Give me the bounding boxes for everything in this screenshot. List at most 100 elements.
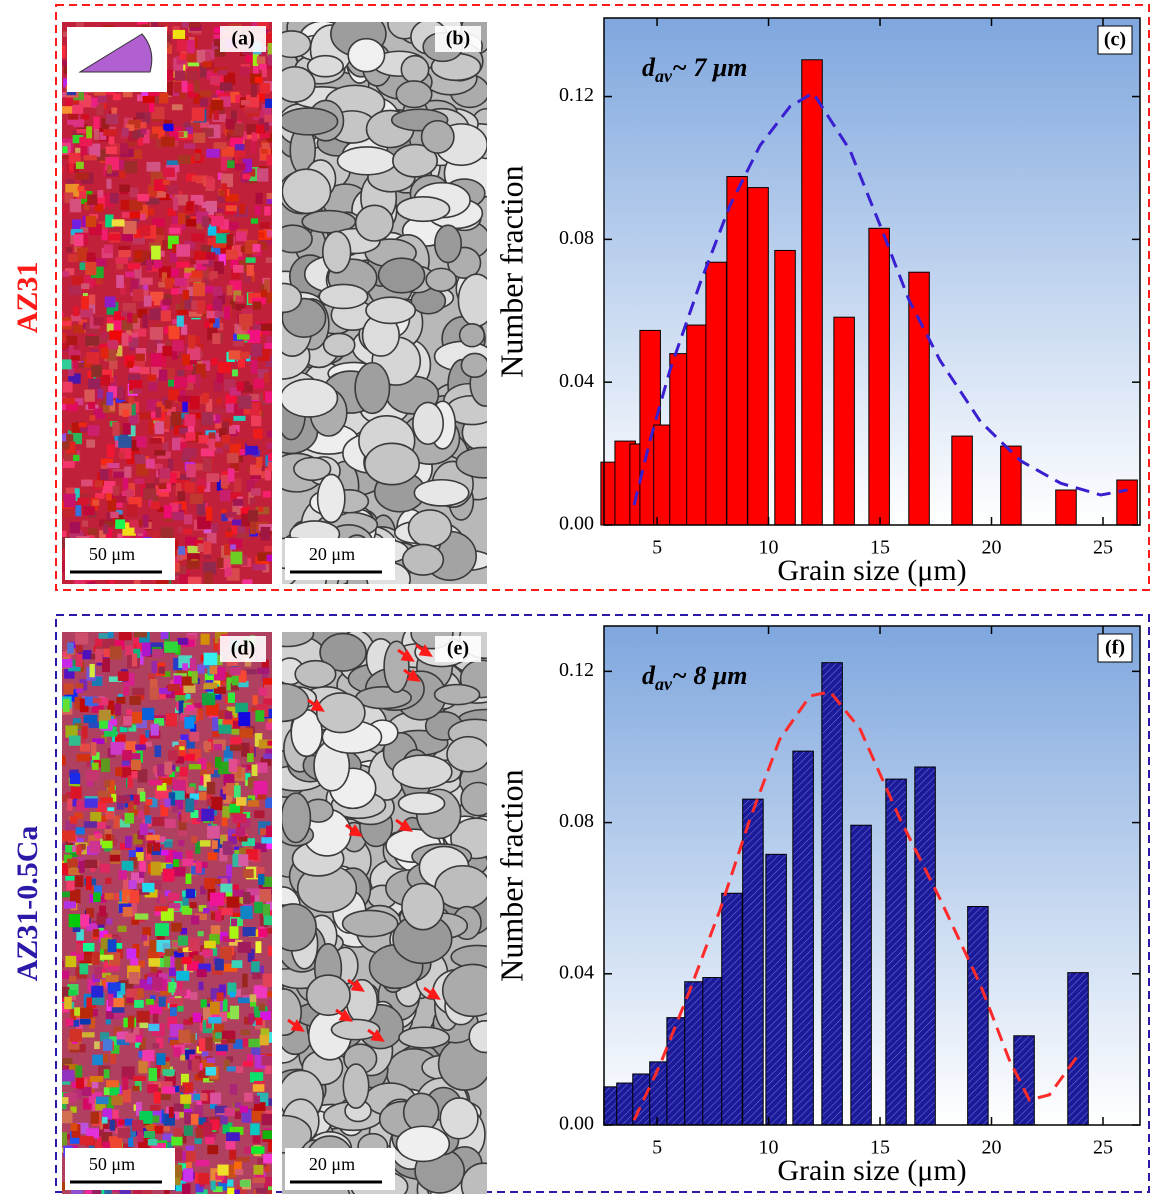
texture [155,407,161,418]
texture [217,1165,228,1176]
texture [77,186,84,191]
texture [159,468,170,479]
texture [63,382,73,393]
texture [129,520,138,528]
texture [100,469,109,480]
texture [324,333,355,356]
texture [233,416,245,421]
texture [226,234,233,246]
texture [110,1054,115,1064]
texture [59,359,72,369]
texture [187,71,199,80]
texture [191,1114,199,1125]
texture [176,971,189,981]
texture [161,310,171,321]
texture [171,288,179,294]
texture [263,904,270,917]
texture [81,283,89,289]
texture [173,1047,181,1057]
scale-bar-label: 50 μm [89,544,135,564]
texture [118,1128,131,1138]
texture [142,708,154,720]
texture [263,1154,275,1163]
texture [232,676,239,686]
texture [112,1110,118,1119]
texture [319,284,368,308]
texture [212,523,218,532]
texture [156,227,164,235]
texture [158,19,168,26]
texture [59,1111,73,1123]
texture [112,219,125,226]
texture [132,688,144,695]
texture [109,360,117,370]
texture [60,206,66,216]
texture [87,194,97,205]
texture [200,840,211,846]
texture [332,1019,380,1039]
texture [75,173,89,180]
texture [99,710,111,721]
texture [163,869,175,882]
texture [134,528,144,534]
texture [76,1078,84,1089]
texture [99,633,110,639]
texture [174,989,187,996]
texture [104,893,113,900]
texture [108,983,121,992]
texture [95,480,103,487]
texture [227,453,239,463]
texture [218,725,231,734]
x-tick-label: 5 [652,537,662,559]
texture [180,767,188,777]
texture [140,823,148,835]
texture [184,717,194,729]
annotation-part: ~ 8 μm [672,661,748,690]
texture [233,499,243,506]
texture [202,693,215,705]
texture [187,40,195,54]
texture [142,251,150,260]
texture [263,877,276,887]
texture [207,826,220,839]
panel-label: (f) [1105,637,1125,659]
texture [203,908,209,913]
texture [196,1160,210,1166]
texture [190,902,197,908]
texture [198,931,204,936]
texture [146,799,153,805]
texture [211,216,224,226]
texture [164,841,172,847]
texture [220,884,232,893]
texture [191,915,199,924]
texture [307,975,350,1015]
bar [802,60,823,525]
texture [250,498,256,505]
texture [71,786,82,798]
texture [147,843,152,854]
texture [178,840,184,846]
texture [185,798,194,812]
texture [250,1072,263,1082]
texture [186,464,196,477]
texture [252,132,258,141]
texture [119,171,126,178]
texture [173,780,186,791]
texture [83,506,95,515]
texture [150,687,159,700]
texture [233,341,245,347]
texture [267,928,276,934]
texture [268,453,279,461]
texture [73,455,79,461]
texture [192,671,198,683]
texture [148,958,160,966]
texture [132,712,142,724]
texture [64,494,76,508]
texture [151,817,164,826]
texture [106,146,117,154]
texture [139,861,146,872]
texture [109,1136,123,1148]
texture [105,878,111,884]
texture [84,821,97,828]
